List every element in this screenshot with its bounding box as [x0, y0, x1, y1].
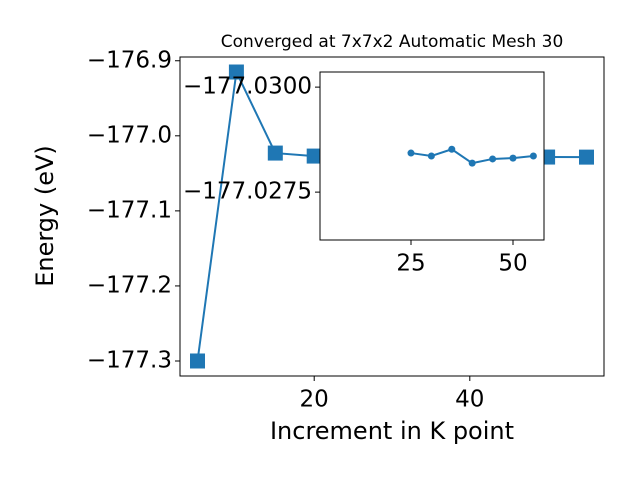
marker	[489, 155, 497, 163]
marker	[509, 154, 517, 162]
y-tick-label: −176.9	[87, 47, 172, 73]
y-tick-label: −177.1	[87, 197, 172, 223]
x-tick-label: 25	[396, 251, 425, 277]
marker	[427, 152, 435, 160]
y-axis-label: Energy (eV)	[31, 145, 59, 287]
y-tick-label: −177.0300	[183, 74, 312, 100]
y-tick-label: −177.0275	[183, 179, 312, 205]
marker	[228, 64, 244, 80]
marker	[578, 149, 594, 165]
y-tick-label: −177.3	[87, 347, 172, 373]
chart-title: Converged at 7x7x2 Automatic Mesh 30	[221, 32, 564, 52]
y-tick-label: −177.2	[87, 272, 172, 298]
y-tick-label: −177.0	[87, 122, 172, 148]
x-axis-label: Increment in K point	[270, 417, 514, 445]
frame	[179, 56, 605, 377]
marker	[468, 159, 476, 167]
marker	[407, 149, 415, 157]
frame	[319, 71, 545, 241]
x-tick-label: 20	[300, 387, 329, 413]
marker	[529, 152, 537, 160]
marker	[190, 353, 206, 369]
x-tick-label: 50	[498, 251, 527, 277]
marker	[448, 145, 456, 153]
series	[407, 145, 537, 167]
marker	[306, 148, 322, 164]
x-tick-label: 40	[455, 387, 484, 413]
marker	[267, 145, 283, 161]
